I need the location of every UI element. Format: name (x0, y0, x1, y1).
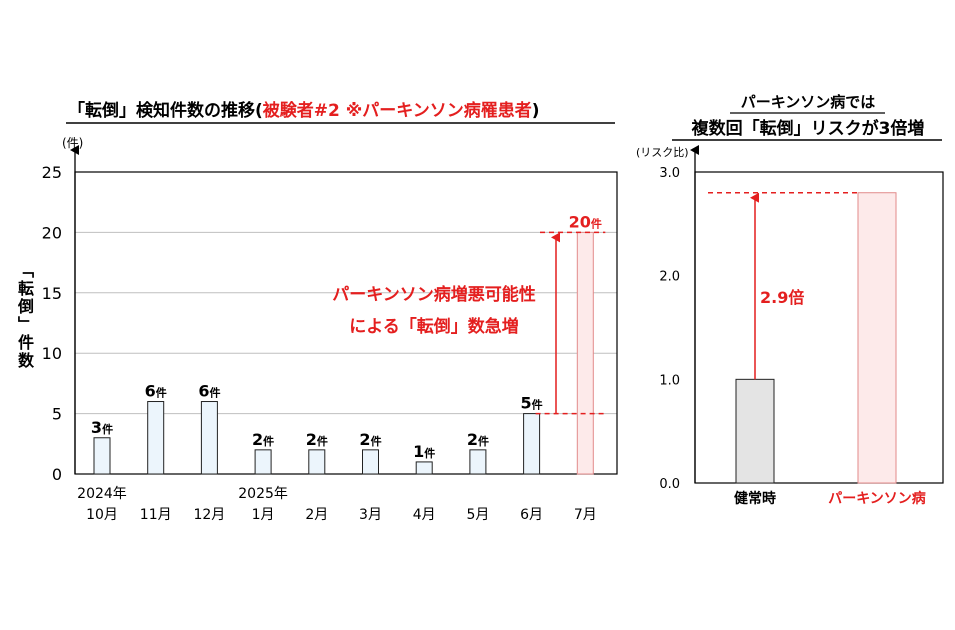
left-y-tick-label: 25 (42, 163, 62, 182)
left-y-tick-label: 5 (52, 405, 62, 424)
left-chart-title-red: 被験者#2 ※パーキンソン病罹患者 (263, 100, 532, 121)
left-value-label: 6件 (145, 382, 167, 401)
left-x-tick-label: 11月 (140, 507, 172, 523)
right-bar (735, 378, 775, 484)
left-x-tick-label: 12月 (193, 507, 225, 523)
left-bars (93, 231, 594, 475)
left-value-label: 2件 (252, 430, 274, 449)
left-bar (576, 231, 594, 475)
right-x-tick-label: パーキンソン病 (828, 490, 926, 507)
left-bar (147, 401, 165, 475)
left-x-tick-label: 5月 (466, 507, 489, 523)
right-arrow-label: 2.9倍 (760, 288, 804, 307)
left-y-axis-label-char: 転 (18, 279, 34, 298)
left-bar (254, 449, 272, 475)
right-increase-marker (708, 191, 858, 380)
left-chart-title-prefix: 「転倒」検知件数の推移( (68, 100, 263, 121)
left-value-label: 20件 (569, 212, 602, 231)
left-value-label: 2件 (359, 430, 381, 449)
right-x-tick-label: 健常時 (734, 490, 776, 507)
left-y-axis-label: 「転倒」件数 (16, 262, 35, 370)
left-value-label: 6件 (198, 382, 220, 401)
right-y-tick-label: 0.0 (659, 477, 680, 492)
right-chart-title-line1: パーキンソン病では (741, 93, 876, 111)
left-bar (469, 449, 487, 475)
left-chart: 「転倒」検知件数の推移(被験者#2 ※パーキンソン病罹患者) (件) 「転倒」件… (16, 100, 618, 523)
left-value-label: 2件 (306, 430, 328, 449)
left-y-tick-label: 20 (42, 223, 62, 242)
right-chart-title-line2: 複数回「転倒」リスクが3倍増 (691, 118, 925, 139)
left-x-tick-label: 10月 (86, 507, 118, 523)
left-y-axis-label-char: 数 (18, 351, 35, 370)
right-plot-frame (694, 171, 944, 484)
left-value-label: 2件 (467, 430, 489, 449)
right-chart: パーキンソン病では 複数回「転倒」リスクが3倍増 (リスク比) 0.0 1.0 2.… (636, 93, 944, 507)
left-x-tick-label: 7月 (574, 507, 597, 523)
left-annotation-line2: による「転倒」数急増 (349, 316, 519, 337)
left-value-labels: 3件 6件 6件 2件 2件 2件 1件 2件 5件 20件 (91, 212, 602, 461)
left-year-label: 2025年 (238, 486, 288, 502)
left-x-tick-labels: 10月 11月 12月 1月 2月 3月 4月 5月 6月 7月 (86, 507, 597, 523)
left-y-tick-label: 15 (42, 284, 62, 303)
left-x-tick-label: 3月 (359, 507, 382, 523)
left-annotation-line1: パーキンソン病増悪可能性 (332, 284, 536, 305)
left-chart-title: 「転倒」検知件数の推移(被験者#2 ※パーキンソン病罹患者) (68, 100, 540, 121)
left-x-tick-label: 4月 (413, 507, 436, 523)
left-bar (362, 449, 379, 475)
left-value-label: 1件 (413, 442, 435, 461)
right-bars (735, 192, 897, 484)
right-y-unit: (リスク比) (636, 146, 689, 159)
left-chart-title-suffix: ) (532, 101, 540, 121)
left-bar (523, 413, 541, 475)
left-y-tick-labels: 0 5 10 15 20 25 (42, 163, 62, 484)
left-x-tick-label: 2月 (305, 507, 328, 523)
right-y-tick-label: 3.0 (659, 166, 680, 181)
left-y-unit: (件) (62, 136, 83, 150)
right-bar (857, 192, 897, 484)
left-bar (308, 449, 326, 475)
left-increase-marker (535, 231, 606, 415)
left-bar (93, 437, 111, 475)
left-y-tick-label: 0 (52, 465, 62, 484)
left-plot-frame (74, 171, 618, 475)
right-y-tick-label: 1.0 (659, 373, 680, 388)
right-x-tick-labels: 健常時 パーキンソン病 (734, 490, 926, 507)
left-year-labels: 2024年 2025年 (77, 486, 288, 502)
left-value-label: 5件 (521, 394, 543, 413)
right-y-tick-labels: 0.0 1.0 2.0 3.0 (659, 166, 680, 492)
left-y-axis-label-char: 」 (16, 316, 35, 332)
left-bar (415, 461, 433, 475)
left-y-axis-label-char: 件 (18, 333, 34, 352)
left-y-axis-label-char: 「 (16, 262, 35, 278)
left-y-axis-label-char: 倒 (17, 297, 34, 316)
left-bar (200, 401, 218, 475)
left-value-label: 3件 (91, 418, 113, 437)
left-x-tick-label: 1月 (252, 507, 275, 523)
left-year-label: 2024年 (77, 486, 127, 502)
left-x-tick-label: 6月 (520, 507, 543, 523)
right-y-tick-label: 2.0 (659, 270, 680, 285)
left-y-tick-label: 10 (42, 344, 62, 363)
